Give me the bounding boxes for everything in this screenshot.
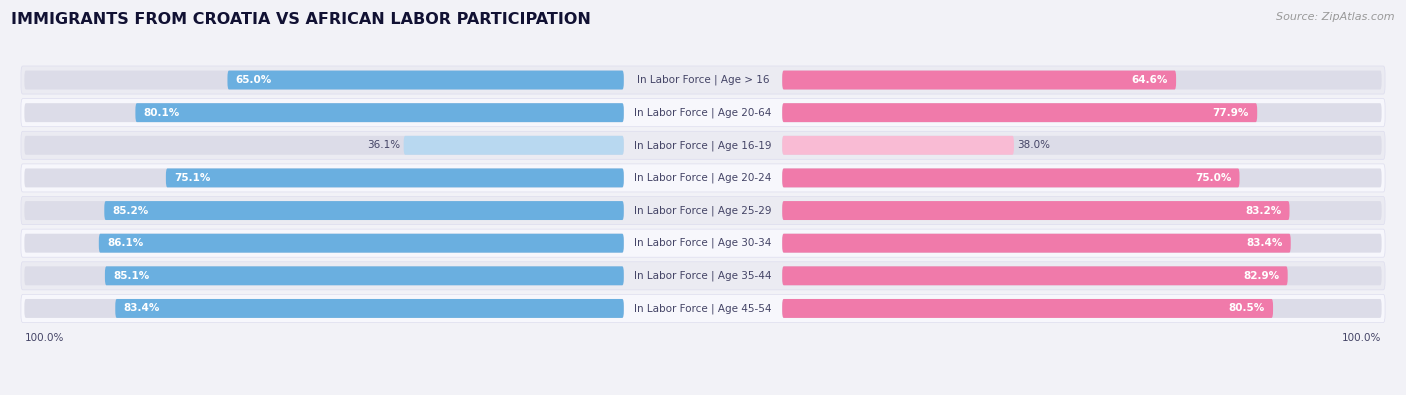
FancyBboxPatch shape xyxy=(21,164,1385,192)
FancyBboxPatch shape xyxy=(24,266,624,285)
FancyBboxPatch shape xyxy=(21,66,1385,94)
FancyBboxPatch shape xyxy=(24,168,624,187)
Text: In Labor Force | Age 35-44: In Labor Force | Age 35-44 xyxy=(634,271,772,281)
FancyBboxPatch shape xyxy=(782,71,1382,90)
FancyBboxPatch shape xyxy=(782,71,1175,90)
FancyBboxPatch shape xyxy=(24,136,624,155)
FancyBboxPatch shape xyxy=(24,201,624,220)
FancyBboxPatch shape xyxy=(21,99,1385,127)
FancyBboxPatch shape xyxy=(24,103,624,122)
Text: 77.9%: 77.9% xyxy=(1212,108,1249,118)
FancyBboxPatch shape xyxy=(21,262,1385,290)
FancyBboxPatch shape xyxy=(24,71,624,90)
FancyBboxPatch shape xyxy=(782,103,1382,122)
Text: In Labor Force | Age 30-34: In Labor Force | Age 30-34 xyxy=(634,238,772,248)
FancyBboxPatch shape xyxy=(782,136,1014,155)
FancyBboxPatch shape xyxy=(104,201,624,220)
FancyBboxPatch shape xyxy=(98,234,624,253)
Text: In Labor Force | Age 25-29: In Labor Force | Age 25-29 xyxy=(634,205,772,216)
Text: 75.0%: 75.0% xyxy=(1195,173,1232,183)
FancyBboxPatch shape xyxy=(24,299,624,318)
Text: In Labor Force | Age > 16: In Labor Force | Age > 16 xyxy=(637,75,769,85)
FancyBboxPatch shape xyxy=(21,131,1385,159)
FancyBboxPatch shape xyxy=(782,266,1382,285)
Text: 36.1%: 36.1% xyxy=(367,140,401,150)
Text: 85.2%: 85.2% xyxy=(112,205,149,216)
FancyBboxPatch shape xyxy=(782,168,1382,187)
Text: 80.1%: 80.1% xyxy=(143,108,180,118)
Text: 75.1%: 75.1% xyxy=(174,173,211,183)
FancyBboxPatch shape xyxy=(21,229,1385,257)
FancyBboxPatch shape xyxy=(24,234,624,253)
FancyBboxPatch shape xyxy=(782,234,1291,253)
FancyBboxPatch shape xyxy=(782,168,1240,187)
Text: IMMIGRANTS FROM CROATIA VS AFRICAN LABOR PARTICIPATION: IMMIGRANTS FROM CROATIA VS AFRICAN LABOR… xyxy=(11,12,591,27)
Text: 86.1%: 86.1% xyxy=(107,238,143,248)
Text: 65.0%: 65.0% xyxy=(236,75,271,85)
Text: 82.9%: 82.9% xyxy=(1243,271,1279,281)
FancyBboxPatch shape xyxy=(135,103,624,122)
Text: 83.4%: 83.4% xyxy=(1246,238,1282,248)
Text: In Labor Force | Age 45-54: In Labor Force | Age 45-54 xyxy=(634,303,772,314)
Text: In Labor Force | Age 16-19: In Labor Force | Age 16-19 xyxy=(634,140,772,150)
Text: In Labor Force | Age 20-64: In Labor Force | Age 20-64 xyxy=(634,107,772,118)
Text: 83.4%: 83.4% xyxy=(124,303,160,314)
Text: Source: ZipAtlas.com: Source: ZipAtlas.com xyxy=(1277,12,1395,22)
FancyBboxPatch shape xyxy=(782,234,1382,253)
Text: 80.5%: 80.5% xyxy=(1229,303,1265,314)
Text: 85.1%: 85.1% xyxy=(112,271,149,281)
FancyBboxPatch shape xyxy=(782,266,1288,285)
FancyBboxPatch shape xyxy=(782,103,1257,122)
FancyBboxPatch shape xyxy=(228,71,624,90)
Text: 83.2%: 83.2% xyxy=(1244,205,1281,216)
Text: 100.0%: 100.0% xyxy=(1343,333,1382,344)
FancyBboxPatch shape xyxy=(21,197,1385,225)
Text: 38.0%: 38.0% xyxy=(1018,140,1050,150)
FancyBboxPatch shape xyxy=(404,136,624,155)
Text: 100.0%: 100.0% xyxy=(24,333,63,344)
FancyBboxPatch shape xyxy=(782,201,1382,220)
FancyBboxPatch shape xyxy=(782,201,1289,220)
Text: In Labor Force | Age 20-24: In Labor Force | Age 20-24 xyxy=(634,173,772,183)
FancyBboxPatch shape xyxy=(782,299,1382,318)
FancyBboxPatch shape xyxy=(166,168,624,187)
FancyBboxPatch shape xyxy=(105,266,624,285)
FancyBboxPatch shape xyxy=(115,299,624,318)
FancyBboxPatch shape xyxy=(21,294,1385,322)
FancyBboxPatch shape xyxy=(782,136,1382,155)
FancyBboxPatch shape xyxy=(782,299,1272,318)
Text: 64.6%: 64.6% xyxy=(1132,75,1168,85)
